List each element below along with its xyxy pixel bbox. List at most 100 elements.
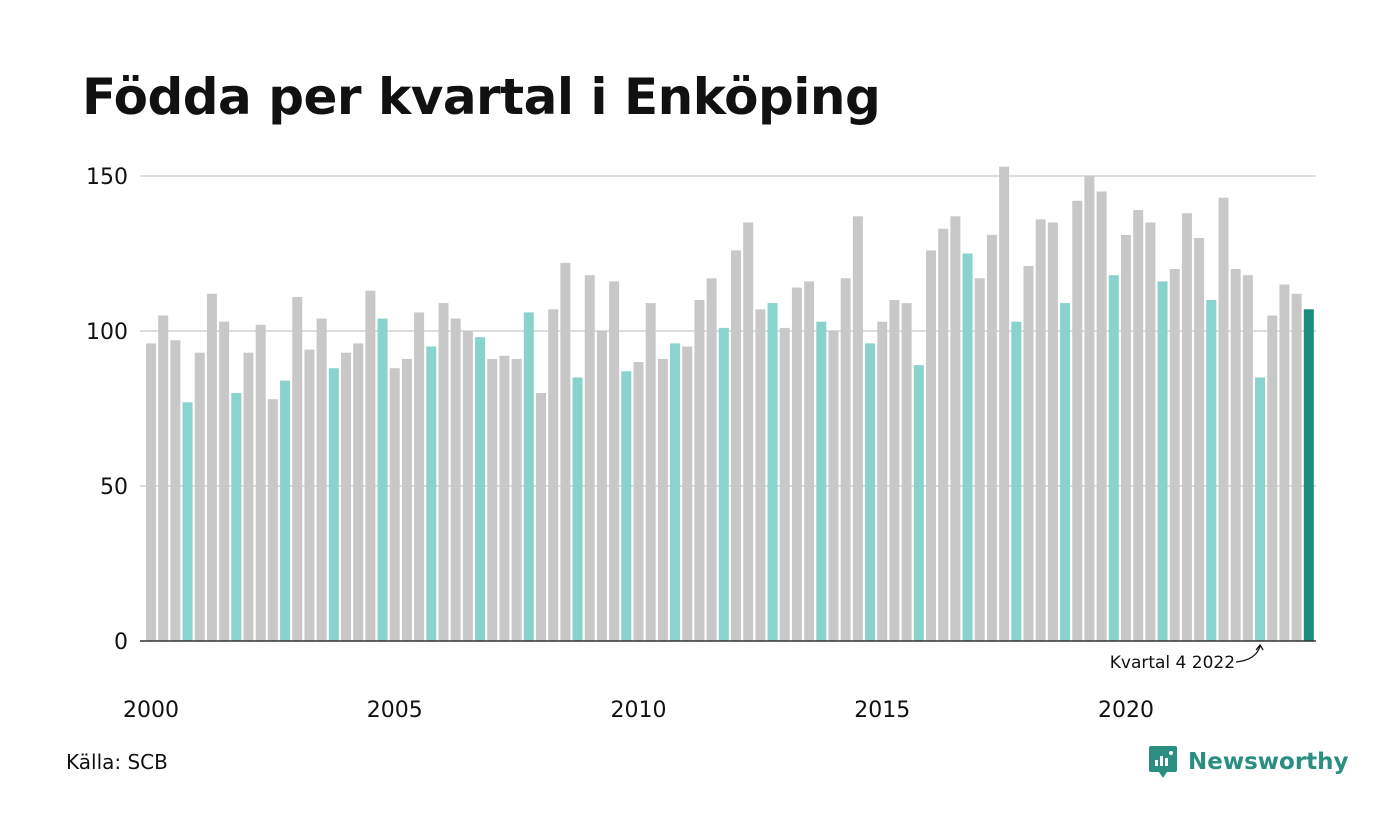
x-axis-labels: 2000 2005 2010 2015 2020 [123,698,1154,723]
bar [255,324,266,641]
bar [511,358,522,641]
bar [852,216,863,642]
bar [779,327,790,641]
bar [1303,309,1314,641]
bar [1181,213,1192,641]
x-tick-label: 2005 [367,698,423,723]
bar [804,281,815,641]
bar [231,393,242,641]
bar [304,349,315,641]
annotation-text: Kvartal 4 2022 [1110,653,1235,673]
bar [889,300,900,641]
y-tick-label: 0 [114,630,128,655]
bar [1291,293,1302,641]
bar [1169,269,1180,641]
y-tick-label: 100 [86,320,128,345]
bar [791,287,802,641]
bar [901,303,912,641]
y-axis-labels: 0 50 100 150 [86,165,128,655]
bar [1023,265,1034,641]
chart-title: Födda per kvartal i Enköping [82,68,881,126]
bar [389,368,400,641]
bar [1047,222,1058,641]
bar [596,331,607,641]
bar-chart: 0 50 100 150 2000 2005 2010 2015 2020 Kvartal 4… [86,165,1316,723]
bar [865,343,876,641]
bar [657,358,668,641]
bar [1145,222,1156,641]
bar [267,399,278,641]
bar [1072,200,1083,642]
bar [1255,377,1266,641]
bar [706,278,717,641]
bar [377,318,388,641]
annotation-arrow [1235,643,1264,663]
bar [645,303,656,641]
bar [877,321,888,641]
bar [1206,300,1217,641]
bar [1096,191,1107,641]
bar [1060,303,1071,641]
bar [1133,210,1144,641]
bar [962,253,973,641]
bar [926,250,936,641]
bar [1194,238,1205,641]
bar [1267,315,1278,641]
bar [548,309,559,641]
bar [840,278,851,641]
bar [341,352,351,641]
bar [487,358,498,641]
x-tick-label: 2010 [611,698,667,723]
bar [999,166,1010,641]
source-note: Källa: SCB [66,750,168,774]
bar [194,352,205,641]
bar [219,321,230,641]
newsworthy-icon [1149,746,1177,778]
bar [1242,275,1253,641]
bar [743,222,754,641]
bar [767,303,778,641]
x-tick-label: 2015 [854,698,910,723]
bar [523,312,534,641]
bar [1011,321,1022,641]
bar [1084,176,1095,641]
bar [950,216,961,642]
bar [1279,284,1290,641]
annotation-latest: Kvartal 4 2022 [1110,643,1264,673]
bar [633,362,644,641]
bar [316,318,327,641]
bar [718,327,729,641]
bar [1218,197,1229,641]
bar [280,380,291,641]
brand-logo: Newsworthy [1148,744,1349,780]
bar [450,318,461,641]
bar [328,368,339,641]
y-tick-label: 50 [100,475,128,500]
bar [1035,219,1046,641]
bar [913,365,924,641]
bar [182,402,193,641]
bar [572,377,583,641]
bar [462,331,473,641]
bar [816,321,827,641]
bar [584,275,595,641]
bar [426,346,437,641]
bar [499,355,510,641]
bar [292,296,303,641]
bar [755,309,766,641]
bar [1108,275,1119,641]
bar [438,303,449,641]
bar [986,234,997,641]
bar [401,358,412,641]
bar [609,281,620,641]
bar [938,228,949,641]
bar [158,315,169,641]
bar [1121,234,1131,641]
brand-name: Newsworthy [1188,749,1349,775]
bar [670,343,681,641]
bar [365,290,376,641]
x-tick-label: 2020 [1098,698,1154,723]
bar [243,352,254,641]
bar [146,343,156,641]
bar [536,393,546,641]
